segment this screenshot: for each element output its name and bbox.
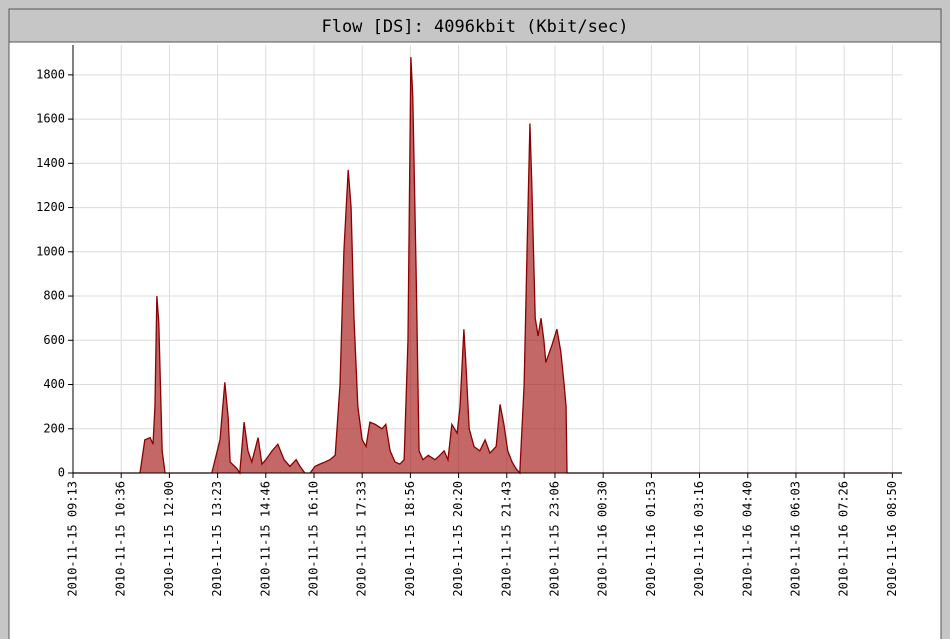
x-tick-label: 2010-11-15 20:20	[451, 481, 465, 597]
x-tick-label: 2010-11-15 09:13	[66, 481, 80, 597]
x-tick-label: 2010-11-15 14:46	[258, 481, 272, 597]
y-tick-label: 0	[58, 466, 65, 480]
y-tick-label: 600	[43, 333, 65, 347]
x-tick-label: 2010-11-15 18:56	[403, 481, 417, 597]
y-tick-label: 1600	[36, 112, 65, 126]
y-tick-label: 1200	[36, 200, 65, 214]
title-bar	[8, 8, 942, 43]
y-tick-label: 1400	[36, 156, 65, 170]
x-tick-label: 2010-11-15 10:36	[114, 481, 128, 597]
y-tick-label: 200	[43, 421, 65, 435]
line	[73, 57, 902, 475]
x-tick-label: 2010-11-16 04:40	[740, 481, 754, 597]
y-tick-label: 800	[43, 289, 65, 303]
x-tick-label: 2010-11-16 01:53	[644, 481, 658, 597]
x-tick-label: 2010-11-15 16:10	[306, 481, 320, 597]
panel	[8, 8, 942, 639]
y-tick-label: 1000	[36, 244, 65, 258]
x-tick-label: 2010-11-15 21:43	[499, 481, 513, 597]
x-tick-label: 2010-11-15 23:06	[547, 481, 561, 597]
y-tick-label: 400	[43, 377, 65, 391]
x-tick-label: 2010-11-16 07:26	[837, 481, 851, 597]
y-tick-label: 1800	[36, 67, 65, 81]
x-tick-label: 2010-11-16 08:50	[885, 481, 899, 597]
x-tick-label: 2010-11-16 03:16	[692, 481, 706, 597]
x-tick-label: 2010-11-16 06:03	[788, 481, 802, 597]
x-tick-label: 2010-11-15 13:23	[210, 481, 224, 597]
x-tick-label: 2010-11-15 17:33	[355, 481, 369, 597]
x-tick-label: 2010-11-16 00:30	[596, 481, 610, 597]
area	[73, 57, 902, 473]
chart-title: Flow [DS]: 4096kbit (Kbit/sec)	[321, 17, 628, 37]
x-tick-label: 2010-11-15 12:00	[162, 481, 176, 597]
